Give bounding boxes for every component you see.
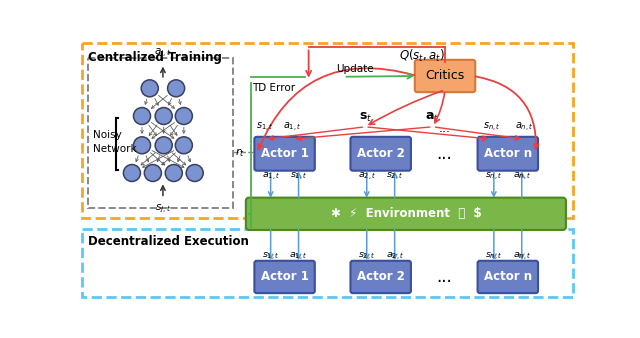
Text: Update: Update [336, 64, 374, 74]
Text: $s_{1,t}$: $s_{1,t}$ [255, 121, 273, 135]
Text: $Q(s_t, a_t)$: $Q(s_t, a_t)$ [399, 48, 445, 64]
Text: $s_{2,t}$: $s_{2,t}$ [386, 170, 403, 182]
Text: ...: ... [436, 268, 452, 286]
Bar [88, 57, 234, 209]
Bar [83, 43, 573, 218]
Text: TD Error: TD Error [252, 83, 295, 93]
Text: Centralized Training: Centralized Training [88, 51, 221, 64]
Circle shape [134, 107, 150, 124]
Circle shape [186, 165, 204, 182]
Circle shape [155, 137, 172, 154]
FancyBboxPatch shape [351, 137, 411, 171]
FancyBboxPatch shape [254, 261, 315, 293]
Text: $\mathbf{a}_t$: $\mathbf{a}_t$ [426, 112, 440, 124]
Circle shape [134, 137, 150, 154]
Text: $a_{2,t}$: $a_{2,t}$ [358, 170, 376, 182]
Circle shape [175, 137, 193, 154]
FancyBboxPatch shape [254, 137, 315, 171]
FancyBboxPatch shape [351, 261, 411, 293]
Text: ...: ... [438, 121, 451, 135]
Text: $a_{1,t}$: $a_{1,t}$ [262, 170, 280, 182]
Circle shape [155, 107, 172, 124]
Text: $a_{1,t}$: $a_{1,t}$ [289, 250, 308, 262]
Text: Actor 2: Actor 2 [356, 270, 404, 284]
Text: $s_{n,t}$: $s_{n,t}$ [485, 170, 502, 182]
Text: Noisy
Network: Noisy Network [93, 130, 137, 154]
Text: Actor 1: Actor 1 [260, 147, 308, 160]
Text: Decentralized Execution: Decentralized Execution [88, 235, 248, 248]
Text: Critics: Critics [426, 70, 465, 82]
Text: ✱  ⚡  Environment  🚗  $: ✱ ⚡ Environment 🚗 $ [331, 207, 481, 220]
Text: $s_{n,t}$: $s_{n,t}$ [485, 250, 502, 262]
Text: $r_t$: $r_t$ [235, 146, 244, 159]
Circle shape [141, 80, 158, 97]
Text: $a_{j,t}$: $a_{j,t}$ [154, 47, 172, 59]
FancyBboxPatch shape [477, 137, 538, 171]
Text: $s_{n,t}$: $s_{n,t}$ [483, 121, 500, 135]
FancyBboxPatch shape [415, 60, 476, 92]
Text: $s_{1,t}$: $s_{1,t}$ [262, 250, 279, 262]
Text: Actor n: Actor n [484, 270, 532, 284]
Circle shape [168, 80, 184, 97]
Text: $s_{j,t}$: $s_{j,t}$ [155, 202, 171, 215]
Text: ...: ... [436, 145, 452, 163]
FancyBboxPatch shape [477, 261, 538, 293]
FancyBboxPatch shape [246, 198, 566, 230]
Text: Actor 1: Actor 1 [260, 270, 308, 284]
Text: $s_{2,t}$: $s_{2,t}$ [358, 250, 376, 262]
Text: $a_{n,t}$: $a_{n,t}$ [515, 121, 533, 135]
Text: Actor n: Actor n [484, 147, 532, 160]
Circle shape [145, 165, 161, 182]
Text: $s_{1,t}$: $s_{1,t}$ [290, 170, 307, 182]
Circle shape [124, 165, 140, 182]
Circle shape [175, 107, 193, 124]
Text: Actor 2: Actor 2 [356, 147, 404, 160]
Text: $\mathbf{s}_t$: $\mathbf{s}_t$ [358, 112, 372, 124]
Bar [83, 229, 573, 297]
Text: $a_{n,t}$: $a_{n,t}$ [513, 170, 531, 182]
Text: $a_{n,t}$: $a_{n,t}$ [513, 250, 531, 262]
Text: $a_{2,t}$: $a_{2,t}$ [385, 250, 404, 262]
Text: $a_{1,t}$: $a_{1,t}$ [283, 121, 301, 135]
Circle shape [165, 165, 182, 182]
